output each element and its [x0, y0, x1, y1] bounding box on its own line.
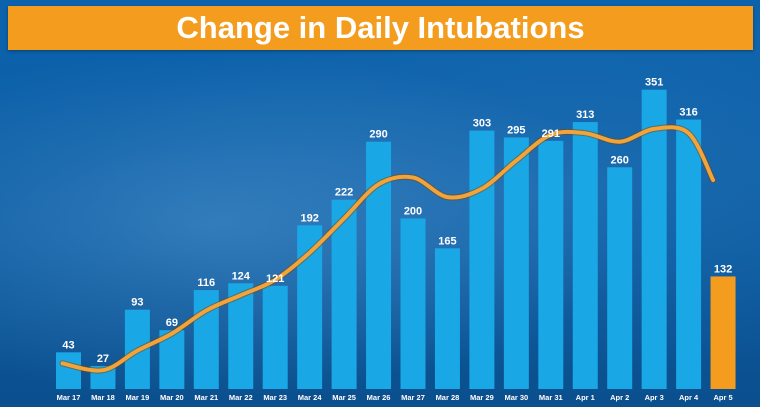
value-labels: 43 27 93 69 116 124 121 192 222 290 200 165 303 295 29…	[62, 77, 732, 365]
bar-mar-27	[400, 218, 426, 389]
bar-mar-23	[262, 285, 288, 389]
category-labels: Mar 17 Mar 18 Mar 19 Mar 20 Mar 21 Mar 22 Mar …	[57, 393, 733, 402]
value-label: 290	[369, 129, 387, 141]
value-label: 291	[542, 128, 560, 140]
value-label: 192	[300, 212, 318, 224]
category-label: Apr 2	[610, 393, 629, 402]
value-label: 260	[611, 154, 629, 166]
category-label: Apr 1	[576, 393, 595, 402]
chart-title: Change in Daily Intubations	[176, 10, 585, 45]
value-label: 121	[266, 273, 284, 285]
value-label: 222	[335, 187, 353, 199]
bar-mar-30	[503, 137, 529, 389]
value-label: 27	[97, 353, 109, 365]
value-label: 313	[576, 109, 594, 121]
bar-apr-3	[641, 89, 667, 390]
category-label: Mar 25	[332, 393, 356, 402]
bar-mar-25	[331, 199, 357, 389]
category-label: Mar 24	[298, 393, 323, 402]
category-label: Mar 18	[91, 393, 115, 402]
value-label: 43	[62, 339, 74, 351]
bar-mar-29	[469, 130, 495, 389]
category-label: Mar 21	[194, 393, 218, 402]
category-label: Apr 3	[645, 393, 664, 402]
category-label: Mar 28	[436, 393, 460, 402]
bar-mar-28	[434, 248, 460, 389]
bar-apr-4	[676, 119, 702, 390]
category-label: Mar 27	[401, 393, 425, 402]
category-label: Mar 30	[504, 393, 528, 402]
category-label: Mar 22	[229, 393, 253, 402]
category-label: Mar 26	[367, 393, 391, 402]
category-label: Mar 20	[160, 393, 184, 402]
category-label: Mar 29	[470, 393, 494, 402]
category-label: Mar 19	[126, 393, 150, 402]
title-banner: Change in Daily Intubations	[8, 6, 753, 50]
value-label: 124	[232, 270, 251, 282]
value-label: 351	[645, 77, 663, 89]
value-label: 132	[714, 263, 732, 275]
value-label: 295	[507, 124, 525, 136]
value-label: 93	[131, 297, 143, 309]
bar-apr-5	[710, 276, 736, 389]
category-label: Mar 17	[57, 393, 81, 402]
value-label: 69	[166, 317, 178, 329]
trend-line	[60, 125, 716, 373]
category-label: Mar 23	[263, 393, 287, 402]
category-label: Apr 4	[679, 393, 699, 402]
bar-apr-1	[572, 122, 598, 389]
value-label: 116	[197, 277, 215, 289]
bar-apr-2	[607, 167, 633, 389]
value-label: 303	[473, 118, 491, 130]
value-label: 165	[438, 235, 456, 247]
bar-mar-17	[56, 352, 81, 389]
value-label: 316	[679, 107, 697, 119]
category-label: Apr 5	[713, 393, 732, 402]
bar-mar-31	[538, 140, 564, 389]
value-label: 200	[404, 205, 422, 217]
category-label: Mar 31	[539, 393, 563, 402]
